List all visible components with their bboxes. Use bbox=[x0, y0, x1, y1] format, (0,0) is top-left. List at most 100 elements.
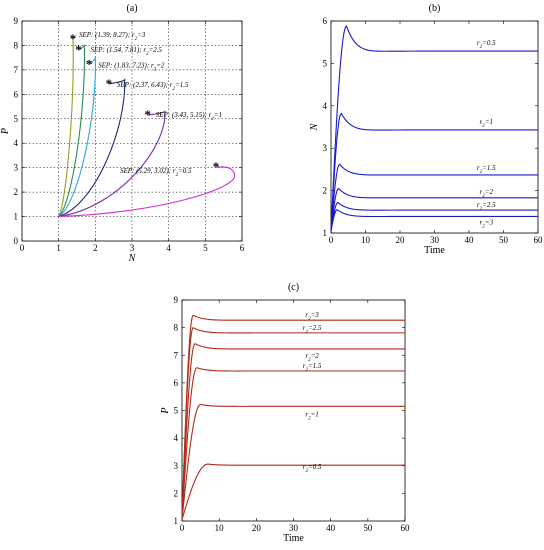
panel-c-series-label-r2=1: r2=1 bbox=[305, 410, 318, 421]
panel-b-series-label-r2=0.5: r2=0.5 bbox=[477, 39, 496, 50]
panel-c-series-r2=2.5 bbox=[181, 326, 405, 520]
panel-a-trajectory-r2=1.5 bbox=[58, 78, 126, 218]
panel-b-series-r2=3 bbox=[330, 209, 538, 231]
panel-a-y-tick-label-4: 4 bbox=[14, 138, 19, 148]
panel-b-x-tick-label-3: 30 bbox=[430, 235, 440, 245]
panel-b-y-tick-label-3: 4 bbox=[323, 101, 328, 111]
panel-a-y-tick-label-5: 5 bbox=[14, 114, 19, 124]
panel-c-y-tick-label-7: 8 bbox=[174, 323, 179, 333]
panel-c-x-tick-label-1: 10 bbox=[215, 523, 225, 533]
panel-a-x-tick-label-2: 2 bbox=[93, 243, 98, 253]
panel-c-x-tick-label-5: 50 bbox=[363, 523, 373, 533]
panel-c-series-r2=1.5 bbox=[181, 367, 405, 520]
panel-c-y-tick-label-1: 2 bbox=[174, 488, 179, 498]
panel-b-y-tick-label-5: 6 bbox=[323, 16, 328, 26]
panel-c-series-r2=3 bbox=[181, 314, 405, 520]
panel-c-y-tick-label-6: 7 bbox=[174, 350, 179, 360]
panel-b-series-r2=2.5 bbox=[330, 201, 538, 231]
panel-c-y-tick-label-8: 9 bbox=[174, 295, 179, 305]
panel-a-annotation-r2=3: SEP: (1.39, 8.27); r2=3 bbox=[79, 31, 146, 42]
panel-a-x-tick-label-0: 0 bbox=[20, 243, 25, 253]
panel-a-x-tick-label-4: 4 bbox=[166, 243, 171, 253]
panel-b: 0 10 20 30 40 50 60 1 2 3 4 5 6 Time N (b) r2=0.5 r2=1 r2=… bbox=[309, 3, 543, 256]
panel-a-annotation-r2=0.5: SEP: (5.29, 3.02); r2=0.5 bbox=[120, 167, 192, 178]
panel-c-y-tick-label-3: 4 bbox=[174, 433, 179, 443]
panel-c-x-tick-label-4: 40 bbox=[326, 523, 336, 533]
panel-c-y-axis-label: P bbox=[160, 407, 171, 414]
panel-a-x-tick-label-3: 3 bbox=[130, 243, 135, 253]
panel-b-x-tick-label-6: 60 bbox=[534, 235, 544, 245]
panel-c-y-tick-label-5: 6 bbox=[174, 378, 179, 388]
panel-a-equilibrium-star-r2=1: * bbox=[145, 107, 152, 122]
panel-c: 0 10 20 30 40 50 60 1 2 3 4 5 6 7 8 9 Time P (c) r2=3 r2=2.5… bbox=[160, 282, 410, 544]
panel-b-series-r2=1.5 bbox=[330, 163, 538, 231]
panel-b-series-label-r2=3: r2=3 bbox=[480, 218, 494, 229]
panel-a-x-tick-label-6: 6 bbox=[240, 243, 245, 253]
panel-c-y-tick-label-4: 5 bbox=[174, 406, 179, 416]
panel-a-trajectory-r2=2.5 bbox=[58, 43, 86, 217]
panel-b-y-tick-label-0: 1 bbox=[323, 228, 328, 238]
panel-b-x-tick-label-0: 0 bbox=[329, 235, 334, 245]
panel-b-x-axis-label: Time bbox=[424, 245, 445, 256]
panel-c-x-axis-label: Time bbox=[283, 533, 304, 544]
panel-a-x-tick-label-5: 5 bbox=[203, 243, 208, 253]
panel-c-series-label-r2=2.5: r2=2.5 bbox=[303, 324, 322, 335]
panel-a-annotation-r2=1: SEP: (3.43, 5.15); r2=1 bbox=[156, 111, 222, 122]
panel-b-y-tick-label-1: 2 bbox=[323, 186, 328, 196]
panel-c-series-label-r2=2: r2=2 bbox=[305, 352, 319, 363]
panel-b-series-label-r2=1: r2=1 bbox=[480, 118, 493, 129]
panel-c-x-tick-label-6: 60 bbox=[401, 523, 411, 533]
panel-b-panel-label: (b) bbox=[429, 3, 441, 14]
panel-a-trajectory-r2=3 bbox=[58, 37, 74, 217]
panel-b-x-tick-label-4: 40 bbox=[465, 235, 475, 245]
panel-a-annotation-r2=2.5: SEP: (1.54, 7.81); r2=2.5 bbox=[90, 46, 162, 57]
panel-b-x-tick-label-1: 10 bbox=[361, 235, 371, 245]
panel-a-y-tick-label-3: 3 bbox=[14, 163, 19, 173]
panel-b-y-axis-label: N bbox=[309, 122, 320, 131]
panel-c-x-tick-label-2: 20 bbox=[252, 523, 262, 533]
panel-a-trajectory-r2=0.5 bbox=[58, 166, 236, 218]
panel-a-annotation-r2=1.5: SEP: (2.37, 6.43); r2=1.5 bbox=[117, 81, 189, 92]
panel-a-y-axis-label: P bbox=[0, 128, 11, 135]
panel-a-panel-label: (a) bbox=[126, 3, 137, 14]
panel-a-x-axis-label: N bbox=[128, 253, 137, 264]
panel-a-trajectory-r2=2 bbox=[58, 57, 96, 218]
panel-a-y-tick-label-2: 2 bbox=[14, 187, 19, 197]
panel-c-series-r2=0.5 bbox=[181, 463, 405, 520]
panel-b-series-label-r2=2.5: r2=2.5 bbox=[477, 201, 496, 212]
panel-a-y-tick-label-1: 1 bbox=[14, 212, 19, 222]
panel-a-x-tick-label-1: 1 bbox=[56, 243, 61, 253]
panel-b-y-tick-label-4: 5 bbox=[323, 58, 328, 68]
panel-b-x-tick-label-2: 20 bbox=[396, 235, 406, 245]
panel-b-x-tick-label-5: 50 bbox=[499, 235, 509, 245]
panel-a-equilibrium-star-r2=2: * bbox=[86, 56, 93, 71]
panel-b-series-r2=2 bbox=[330, 188, 538, 231]
panel-c-y-tick-label-0: 1 bbox=[174, 516, 179, 526]
panel-a-y-tick-label-9: 9 bbox=[14, 16, 19, 26]
panel-c-series-r2=2 bbox=[181, 342, 405, 520]
panel-c-series-label-r2=1.5: r2=1.5 bbox=[303, 362, 322, 373]
panel-c-series-label-r2=3: r2=3 bbox=[305, 311, 319, 322]
panel-a-equilibrium-star-r2=0.5: * bbox=[213, 159, 220, 174]
panel-c-series-r2=1 bbox=[181, 403, 405, 520]
panel-a-annotation-r2=2: SEP: (1.83, 7.23); r2=2 bbox=[98, 61, 165, 72]
panel-b-series-r2=1 bbox=[330, 112, 538, 231]
panel-c-y-tick-label-2: 3 bbox=[174, 461, 179, 471]
panel-b-series-r2=0.5 bbox=[330, 25, 538, 231]
panel-b-y-tick-label-2: 3 bbox=[323, 143, 328, 153]
panel-a-y-tick-label-0: 0 bbox=[14, 236, 19, 246]
panel-b-series-label-r2=2: r2=2 bbox=[480, 188, 494, 199]
panel-a-equilibrium-star-r2=3: * bbox=[70, 31, 77, 46]
panel-a-y-tick-label-6: 6 bbox=[14, 89, 19, 99]
panel-c-panel-label: (c) bbox=[288, 282, 299, 293]
panel-c-x-tick-label-3: 30 bbox=[289, 523, 299, 533]
panel-b-series-label-r2=1.5: r2=1.5 bbox=[477, 164, 496, 175]
panel-a-trajectory-r2=1 bbox=[58, 110, 166, 218]
panel-a-y-tick-label-7: 7 bbox=[14, 65, 19, 75]
panel-a-y-tick-label-8: 8 bbox=[14, 40, 19, 50]
panel-a-equilibrium-star-r2=1.5: * bbox=[106, 76, 113, 91]
panel-c-x-tick-label-0: 0 bbox=[180, 523, 185, 533]
